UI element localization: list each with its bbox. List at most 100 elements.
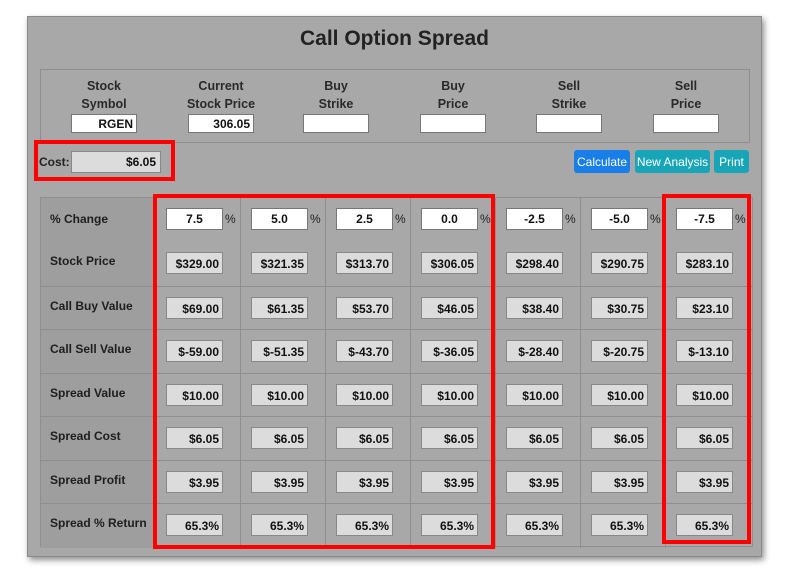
value-field: $10.00 (421, 383, 478, 406)
value-field: $10.00 (676, 383, 733, 406)
value-field: $61.35 (251, 296, 308, 319)
table-cell: $6.05 (325, 417, 410, 461)
table-cell: $23.10 (665, 286, 750, 330)
table-cell: $283.10 (665, 242, 750, 286)
table-cell: $10.00 (325, 373, 410, 417)
pct-sign: % (650, 212, 661, 226)
table-cell: $3.95 (580, 460, 665, 504)
table-cell: $6.05 (240, 417, 325, 461)
value-field: $329.00 (166, 252, 223, 274)
value-field: 65.3% (166, 514, 223, 536)
table-cell: $3.95 (325, 460, 410, 504)
pct-cell: % (665, 198, 750, 242)
current-price-label-2: Stock Price (186, 97, 256, 111)
buy-price-input[interactable] (420, 114, 486, 133)
table-cell: $30.75 (580, 286, 665, 330)
pct-change-input[interactable] (421, 208, 478, 230)
table-cell: $10.00 (155, 373, 240, 417)
value-field: $290.75 (591, 252, 648, 274)
value-field: $3.95 (421, 470, 478, 493)
table-cell: 65.3% (495, 504, 580, 548)
spread-profit-row: Spread Profit $3.95 $3.95 $3.95 $3.95 $3.95 $3… (41, 459, 752, 504)
table-cell: $10.00 (665, 373, 750, 417)
buy-strike-input[interactable] (303, 114, 369, 133)
value-field: $3.95 (506, 470, 563, 493)
stock-price-row: Stock Price $329.00 $321.35 $313.70 $306.05 $… (41, 242, 752, 286)
table-cell: $61.35 (240, 286, 325, 330)
sell-strike-label-2: Strike (551, 97, 587, 111)
value-field: 65.3% (506, 514, 563, 536)
table-cell: $10.00 (495, 373, 580, 417)
table-cell: $3.95 (410, 460, 495, 504)
value-field: $306.05 (421, 252, 478, 274)
value-field: $10.00 (251, 383, 308, 406)
pct-change-row: % Change % % % % % % (41, 198, 752, 242)
table-cell: $290.75 (580, 242, 665, 286)
buy-price-group: Buy Price (403, 77, 503, 133)
pct-change-input[interactable] (506, 208, 563, 230)
row-label: Spread Cost (41, 417, 155, 461)
value-field: $313.70 (336, 252, 393, 274)
buy-strike-group: Buy Strike (286, 77, 386, 133)
pct-change-input[interactable] (336, 208, 393, 230)
pct-sign: % (565, 212, 576, 226)
value-field: $46.05 (421, 296, 478, 319)
new-analysis-button[interactable]: New Analysis (635, 150, 710, 173)
value-field: 65.3% (251, 514, 308, 536)
print-button[interactable]: Print (714, 150, 749, 173)
value-field: $298.40 (506, 252, 563, 274)
pct-change-input[interactable] (166, 208, 223, 230)
table-cell: $-28.40 (495, 330, 580, 374)
calculator-panel: Call Option Spread Stock Symbol Current … (27, 16, 762, 557)
table-cell: $3.95 (495, 460, 580, 504)
sell-strike-input[interactable] (536, 114, 602, 133)
stock-symbol-input[interactable] (71, 114, 137, 133)
table-cell: $6.05 (495, 417, 580, 461)
buy-strike-label-1: Buy (324, 79, 348, 93)
value-field: $3.95 (591, 470, 648, 493)
table-cell: 65.3% (155, 504, 240, 548)
value-field: $10.00 (506, 383, 563, 406)
current-price-input[interactable] (188, 114, 254, 133)
row-label: % Change (41, 198, 155, 242)
pct-change-input[interactable] (676, 208, 733, 230)
pct-change-input[interactable] (591, 208, 648, 230)
table-cell: $-51.35 (240, 330, 325, 374)
sell-strike-group: Sell Strike (519, 77, 619, 133)
sell-price-label-2: Price (670, 97, 702, 111)
value-field: $283.10 (676, 252, 733, 274)
value-field: $6.05 (506, 427, 563, 449)
value-field: $6.05 (421, 427, 478, 449)
inputs-section: Stock Symbol Current Stock Price Buy Str… (40, 69, 750, 143)
pct-cell: % (155, 198, 240, 242)
table-cell: $10.00 (240, 373, 325, 417)
pct-change-input[interactable] (251, 208, 308, 230)
results-grid: % Change % % % % % % (40, 197, 753, 548)
value-field: $53.70 (336, 296, 393, 319)
table-cell: $6.05 (155, 417, 240, 461)
value-field: $-28.40 (506, 340, 563, 362)
calculate-button[interactable]: Calculate (574, 150, 630, 173)
table-cell: $-36.05 (410, 330, 495, 374)
pct-cell: % (325, 198, 410, 242)
current-price-label-1: Current (198, 79, 244, 93)
pct-cell: % (580, 198, 665, 242)
cost-field (71, 151, 161, 173)
pct-sign: % (480, 212, 491, 226)
value-field: $23.10 (676, 296, 733, 319)
spread-return-row: Spread % Return 65.3% 65.3% 65.3% 65.3% 65.3%… (41, 503, 752, 548)
value-field: $10.00 (166, 383, 223, 406)
value-field: $-43.70 (336, 340, 393, 362)
sell-strike-label-1: Sell (557, 79, 581, 93)
sell-price-input[interactable] (653, 114, 719, 133)
table-cell: $38.40 (495, 286, 580, 330)
table-cell: $46.05 (410, 286, 495, 330)
current-price-group: Current Stock Price (171, 77, 271, 133)
table-cell: $313.70 (325, 242, 410, 286)
row-label: Spread % Return (41, 504, 155, 548)
call-buy-value-row: Call Buy Value $69.00 $61.35 $53.70 $46.05 $3… (41, 285, 752, 330)
table-cell: $10.00 (410, 373, 495, 417)
row-label: Call Sell Value (41, 330, 155, 374)
table-cell: $306.05 (410, 242, 495, 286)
spread-cost-row: Spread Cost $6.05 $6.05 $6.05 $6.05 $6.05 $6.0… (41, 416, 752, 461)
